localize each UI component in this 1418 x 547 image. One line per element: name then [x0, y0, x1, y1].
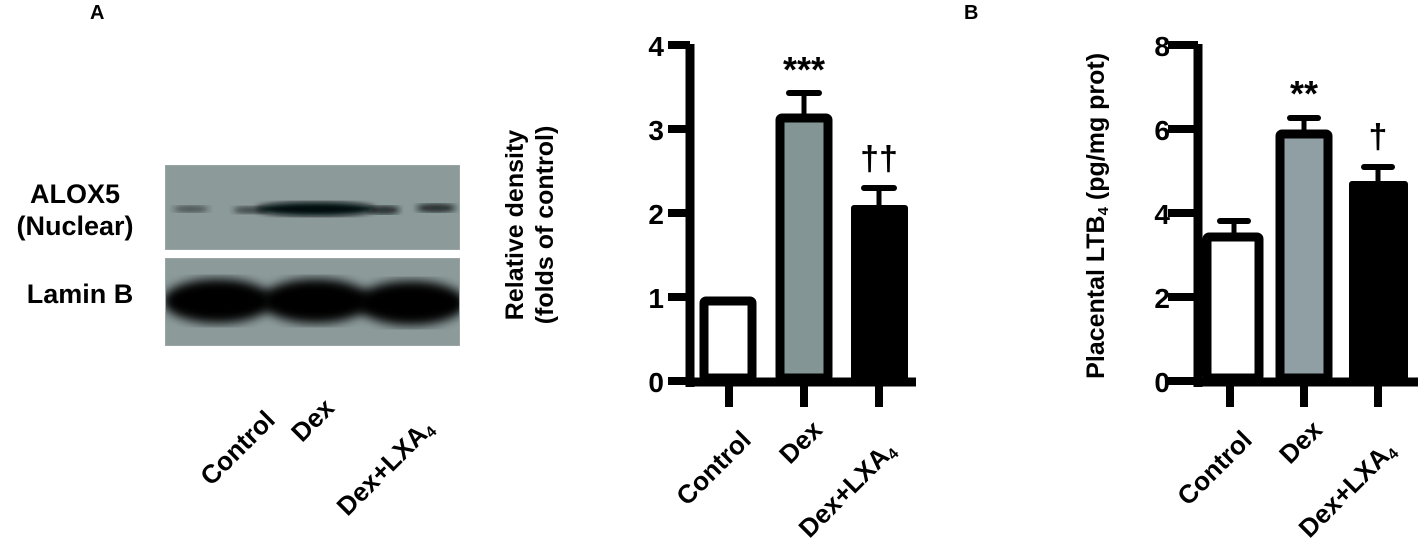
chart-a-ytick-2: 2 — [648, 199, 664, 230]
chart-b-ytick-6: 6 — [1154, 115, 1170, 146]
chart-b-ylabel: Placental LTB4 (pg/mg prot) — [1081, 36, 1119, 396]
chart-b: 8 6 4 2 0 ** † — [1154, 31, 1418, 407]
chart-b-ytick-2: 2 — [1154, 283, 1170, 314]
chart-b-annotation-dex: ** — [1290, 73, 1318, 114]
chart-a-ytick-0: 0 — [648, 367, 664, 398]
chart-b-ytick-0: 0 — [1154, 367, 1170, 398]
blot-label-alox5-line1: ALOX5 — [29, 179, 121, 209]
western-blot-laminb — [165, 258, 460, 346]
chart-a-bar-dex-lxa4 — [851, 205, 908, 383]
chart-a: 4 3 2 1 0 *** †† — [648, 31, 916, 407]
western-blot-alox5 — [165, 165, 460, 250]
chart-a-bar-control — [699, 296, 757, 383]
chart-a-ytick-4: 4 — [648, 31, 664, 62]
blot-label-alox5: ALOX5 (Nuclear) — [0, 178, 150, 242]
chart-b-ylabel-post: (pg/mg prot) — [1082, 52, 1111, 208]
chart-b-bar-dex-lxa4 — [1349, 181, 1408, 383]
panel-label-b: B — [964, 2, 979, 24]
chart-a-annotation-dex-lxa4: †† — [860, 140, 898, 178]
chart-b-ytick-8: 8 — [1154, 31, 1170, 62]
chart-b-ylabel-pre: Placental LTB — [1082, 215, 1111, 379]
chart-b-bar-dex — [1275, 129, 1333, 383]
chart-a-annotation-dex: *** — [783, 49, 825, 90]
blot-label-alox5-line2: (Nuclear) — [16, 211, 134, 241]
chart-a-ytick-3: 3 — [648, 115, 664, 146]
blot-bands-laminb — [166, 259, 459, 345]
panel-label-a: A — [90, 2, 105, 24]
chart-a-ytick-1: 1 — [648, 283, 664, 314]
chart-b-annotation-dex-lxa4: † — [1369, 118, 1388, 156]
chart-b-ytick-4: 4 — [1154, 199, 1170, 230]
chart-a-bar-dex — [775, 113, 833, 383]
blot-bands-alox5 — [166, 166, 459, 249]
chart-b-ylabel-sub: 4 — [1094, 207, 1112, 216]
blot-label-laminb: Lamin B — [26, 279, 134, 309]
chart-b-bar-control — [1202, 232, 1264, 383]
